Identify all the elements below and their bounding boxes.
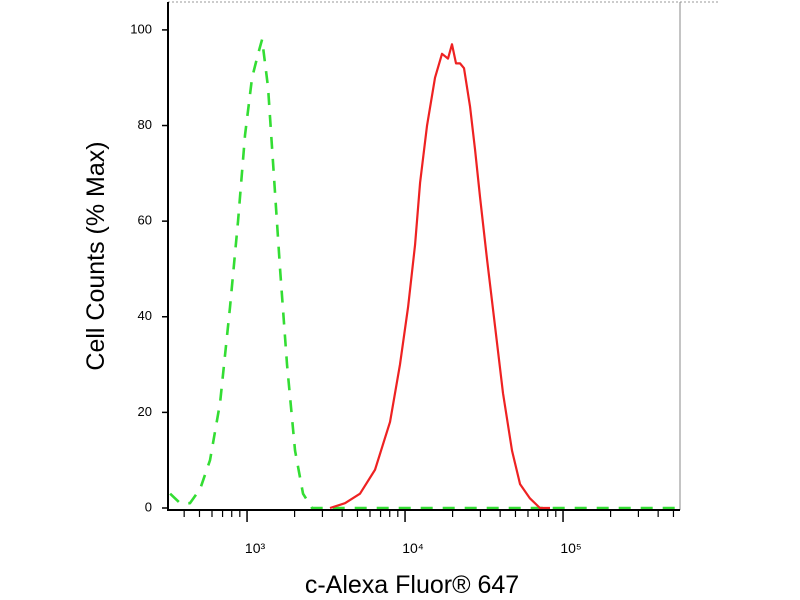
y-tick-label: 80 xyxy=(138,117,152,132)
y-tick-label: 100 xyxy=(130,21,152,36)
y-axis-title: Cell Counts (% Max) xyxy=(82,141,110,370)
histogram-line xyxy=(169,38,680,510)
y-tick-label: 60 xyxy=(138,213,152,228)
x-tick-label: 10³ xyxy=(245,540,266,556)
y-tick-label: 0 xyxy=(145,499,152,514)
histogram-line xyxy=(329,43,550,510)
plot-area xyxy=(169,38,680,510)
y-tick-label: 20 xyxy=(138,404,152,419)
x-tick-label: 10⁵ xyxy=(560,540,581,556)
x-tick-label: 10⁴ xyxy=(402,540,424,556)
y-tick-label: 40 xyxy=(138,308,152,323)
x-axis-title: c-Alexa Fluor® 647 xyxy=(305,571,519,599)
